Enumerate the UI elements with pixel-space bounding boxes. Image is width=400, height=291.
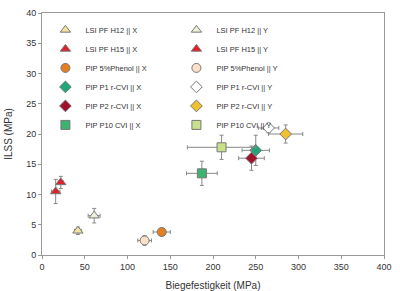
svg-text:20: 20: [26, 129, 36, 139]
svg-text:Biegefestigkeit (MPa): Biegefestigkeit (MPa): [165, 280, 260, 291]
svg-text:0: 0: [31, 250, 36, 260]
svg-text:PIP P1 r-CVI || X: PIP P1 r-CVI || X: [85, 83, 141, 92]
svg-text:LSI PF H12 || X: LSI PF H12 || X: [85, 26, 137, 35]
svg-text:40: 40: [26, 8, 36, 18]
svg-text:150: 150: [163, 262, 178, 272]
svg-text:PIP P10 CVI || X: PIP P10 CVI || X: [85, 121, 140, 130]
svg-text:25: 25: [26, 99, 36, 109]
svg-text:100: 100: [120, 262, 135, 272]
svg-text:ILSS (MPa): ILSS (MPa): [3, 108, 14, 160]
svg-text:LSI PF H12 || Y: LSI PF H12 || Y: [216, 26, 268, 35]
svg-text:350: 350: [334, 262, 349, 272]
svg-text:LSI PF H15 || X: LSI PF H15 || X: [85, 45, 137, 54]
svg-text:200: 200: [205, 262, 220, 272]
svg-text:PIP P1 r-CVI || Y: PIP P1 r-CVI || Y: [216, 83, 272, 92]
svg-text:PIP P2 r-CVI || Y: PIP P2 r-CVI || Y: [216, 102, 272, 111]
svg-text:PIP P10 CVI || Y: PIP P10 CVI || Y: [216, 121, 271, 130]
svg-text:PIP 5%Phenol || X: PIP 5%Phenol || X: [85, 64, 146, 73]
svg-text:0: 0: [39, 262, 44, 272]
svg-text:400: 400: [376, 262, 391, 272]
svg-text:LSI PF H15 || Y: LSI PF H15 || Y: [216, 45, 268, 54]
svg-text:5: 5: [31, 220, 36, 230]
svg-text:35: 35: [26, 38, 36, 48]
svg-text:300: 300: [291, 262, 306, 272]
svg-text:30: 30: [26, 69, 36, 79]
svg-text:PIP 5%Phenol || Y: PIP 5%Phenol || Y: [216, 64, 277, 73]
svg-text:10: 10: [26, 190, 36, 200]
svg-text:PIP P2 r-CVI || X: PIP P2 r-CVI || X: [85, 102, 141, 111]
svg-text:15: 15: [26, 159, 36, 169]
svg-text:250: 250: [248, 262, 263, 272]
svg-text:50: 50: [80, 262, 90, 272]
